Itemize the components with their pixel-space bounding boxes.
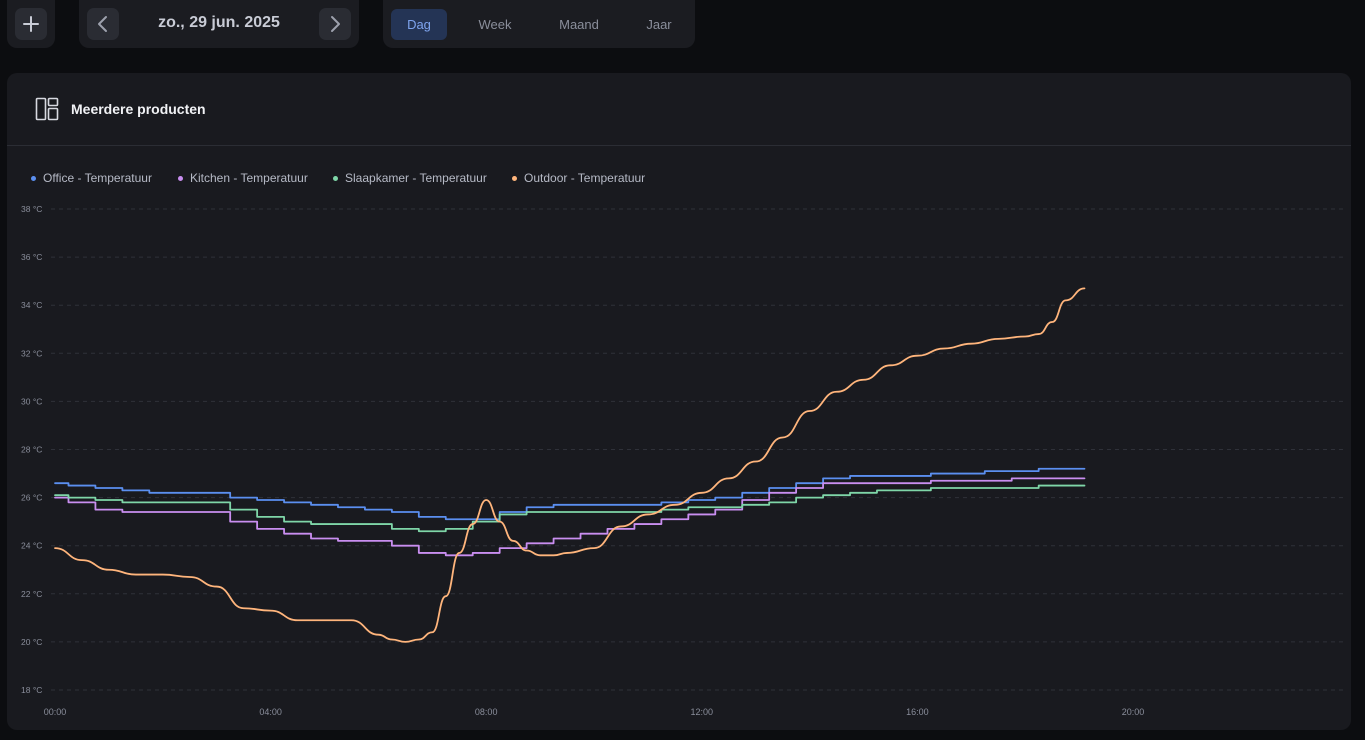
x-tick-label: 04:00 — [259, 707, 282, 717]
x-tick-label: 16:00 — [906, 707, 929, 717]
legend-item-office[interactable]: Office - Temperatuur — [31, 171, 152, 185]
legend-item-slaapkamer[interactable]: Slaapkamer - Temperatuur — [333, 171, 487, 185]
legend-dot-outdoor — [512, 175, 517, 181]
period-tabs: Dag Week Maand Jaar — [383, 0, 695, 48]
tab-maand[interactable]: Maand — [559, 17, 599, 32]
top-toolbar: zo., 29 jun. 2025 Dag Week Maand Jaar — [0, 0, 1365, 48]
y-tick-label: 26 °C — [21, 493, 42, 503]
series-line-kitchen — [54, 477, 1086, 557]
y-tick-label: 20 °C — [21, 637, 42, 647]
x-tick-label: 00:00 — [44, 707, 67, 717]
y-tick-label: 34 °C — [21, 300, 42, 310]
y-tick-label: 32 °C — [21, 348, 42, 358]
chart-card: Meerdere producten Office - Temperatuur … — [7, 73, 1351, 730]
legend-label-office: Office - Temperatuur — [43, 171, 152, 185]
legend-dot-office — [31, 175, 36, 181]
chevron-left-icon — [98, 16, 107, 32]
previous-day-button[interactable] — [87, 8, 119, 40]
next-day-button[interactable] — [319, 8, 351, 40]
series-line-outdoor — [54, 287, 1086, 643]
card-title: Meerdere producten — [71, 101, 206, 117]
plus-icon — [23, 16, 39, 32]
tab-dag[interactable]: Dag — [391, 9, 447, 40]
y-tick-label: 22 °C — [21, 589, 42, 599]
legend-label-slaapkamer: Slaapkamer - Temperatuur — [345, 171, 487, 185]
legend-dot-kitchen — [178, 175, 183, 181]
temperature-line-chart[interactable]: 38 °C 36 °C 34 °C 32 °C 30 °C 28 °C 26 °C 24 °C… — [7, 73, 1351, 730]
legend-label-outdoor: Outdoor - Temperatuur — [524, 171, 646, 185]
tab-week[interactable]: Week — [478, 17, 512, 32]
card-header: Meerdere producten — [7, 73, 1351, 146]
x-tick-label: 08:00 — [475, 707, 498, 717]
current-date[interactable]: zo., 29 jun. 2025 — [158, 14, 280, 31]
chevron-right-icon — [331, 16, 340, 32]
y-tick-label: 24 °C — [21, 541, 42, 551]
layout-panels-icon — [35, 97, 59, 121]
legend-item-outdoor[interactable]: Outdoor - Temperatuur — [512, 171, 645, 185]
series-line-slaapkamer — [54, 484, 1086, 533]
legend-dot-slaapkamer — [333, 175, 338, 181]
add-button[interactable] — [7, 0, 55, 48]
add-button-inner[interactable] — [15, 8, 47, 40]
legend-item-kitchen[interactable]: Kitchen - Temperatuur — [178, 171, 308, 185]
x-tick-label: 20:00 — [1122, 707, 1145, 717]
y-tick-label: 38 °C — [21, 204, 42, 214]
x-tick-label: 12:00 — [691, 707, 714, 717]
legend-label-kitchen: Kitchen - Temperatuur — [190, 171, 308, 185]
y-tick-label: 36 °C — [21, 252, 42, 262]
y-tick-label: 30 °C — [21, 396, 42, 406]
series-line-office — [54, 467, 1086, 521]
y-tick-label: 28 °C — [21, 445, 42, 455]
y-tick-label: 18 °C — [21, 685, 42, 695]
date-navigator: zo., 29 jun. 2025 — [79, 0, 359, 48]
tab-jaar[interactable]: Jaar — [646, 17, 672, 32]
